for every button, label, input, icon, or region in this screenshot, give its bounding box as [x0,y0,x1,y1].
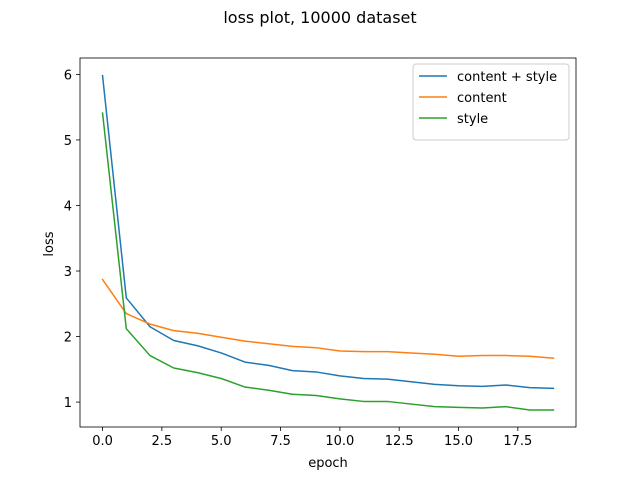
y-tick-label: 3 [64,265,72,280]
series-line-1 [101,278,555,359]
legend: content + style content style [412,63,570,141]
legend-label-2: style [457,112,488,127]
y-axis-label: loss [42,231,57,256]
y-tick-label: 4 [64,199,72,214]
x-tick-label: 2.5 [152,434,173,449]
x-tick-label: 0.0 [92,434,113,449]
legend-box [412,63,570,141]
axes-frame [79,57,577,428]
y-tick-label: 5 [64,134,72,149]
x-tick-label: 10.0 [325,434,354,449]
x-axis-label: epoch [308,456,348,471]
plot-area [79,57,577,428]
legend-label-1: content [457,91,507,106]
series-line-0 [101,74,555,390]
x-tick-label: 12.5 [385,434,414,449]
x-axis-ticks: 0.0 2.5 5.0 7.5 10.0 12.5 15.0 17.5 [92,427,532,449]
x-tick-label: 15.0 [444,434,473,449]
y-tick-label: 1 [64,396,72,411]
x-tick-label: 17.5 [503,434,532,449]
series-line-2 [101,112,555,411]
x-tick-label: 5.0 [211,434,232,449]
y-axis-ticks: 1 2 3 4 5 6 [64,68,80,411]
x-tick-label: 7.5 [270,434,291,449]
y-tick-label: 6 [64,68,72,83]
y-tick-label: 2 [64,331,72,346]
legend-label-0: content + style [457,70,557,85]
chart-title: loss plot, 10000 dataset [223,8,416,27]
